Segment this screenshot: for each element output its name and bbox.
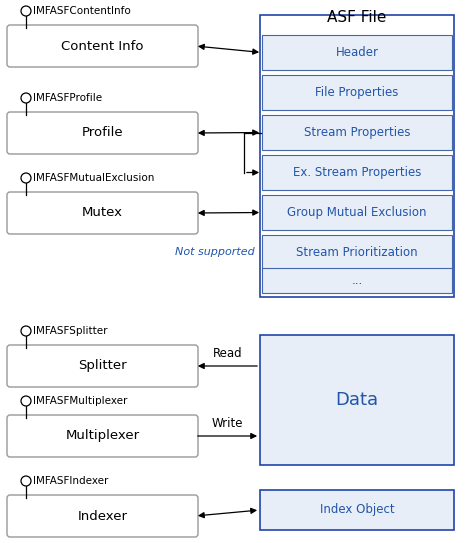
- Text: Data: Data: [335, 391, 379, 409]
- Text: IMFASFMultiplexer: IMFASFMultiplexer: [33, 396, 127, 406]
- Circle shape: [21, 93, 31, 103]
- FancyBboxPatch shape: [7, 112, 198, 154]
- FancyBboxPatch shape: [262, 235, 452, 270]
- Text: ...: ...: [352, 274, 363, 287]
- Text: File Properties: File Properties: [315, 86, 399, 99]
- Text: Splitter: Splitter: [78, 359, 127, 372]
- FancyBboxPatch shape: [7, 345, 198, 387]
- FancyBboxPatch shape: [262, 115, 452, 150]
- Text: IMFASFProfile: IMFASFProfile: [33, 93, 102, 103]
- Text: Multiplexer: Multiplexer: [66, 430, 140, 443]
- Text: Stream Properties: Stream Properties: [304, 126, 410, 139]
- Text: Stream Prioritization: Stream Prioritization: [296, 246, 418, 259]
- Text: IMFASFSplitter: IMFASFSplitter: [33, 326, 107, 336]
- FancyBboxPatch shape: [7, 495, 198, 537]
- Text: IMFASFMutualExclusion: IMFASFMutualExclusion: [33, 173, 154, 183]
- Text: Indexer: Indexer: [78, 509, 127, 522]
- FancyBboxPatch shape: [7, 415, 198, 457]
- FancyBboxPatch shape: [262, 75, 452, 110]
- FancyBboxPatch shape: [262, 35, 452, 70]
- Text: Content Info: Content Info: [61, 40, 144, 53]
- Text: Mutex: Mutex: [82, 206, 123, 219]
- FancyBboxPatch shape: [7, 25, 198, 67]
- FancyBboxPatch shape: [260, 335, 454, 465]
- Text: Ex. Stream Properties: Ex. Stream Properties: [293, 166, 421, 179]
- FancyBboxPatch shape: [7, 192, 198, 234]
- FancyBboxPatch shape: [262, 268, 452, 293]
- Text: IMFASFIndexer: IMFASFIndexer: [33, 476, 108, 486]
- Text: Profile: Profile: [82, 127, 123, 140]
- Text: ASF File: ASF File: [327, 10, 387, 25]
- Text: Write: Write: [212, 417, 243, 430]
- Circle shape: [21, 173, 31, 183]
- Text: Read: Read: [213, 347, 242, 360]
- Circle shape: [21, 476, 31, 486]
- Text: Index Object: Index Object: [319, 503, 394, 516]
- Circle shape: [21, 396, 31, 406]
- FancyBboxPatch shape: [262, 195, 452, 230]
- Circle shape: [21, 326, 31, 336]
- Text: IMFASFContentInfo: IMFASFContentInfo: [33, 6, 131, 16]
- Circle shape: [21, 6, 31, 16]
- FancyBboxPatch shape: [262, 155, 452, 190]
- Text: Group Mutual Exclusion: Group Mutual Exclusion: [287, 206, 427, 219]
- Text: Not supported: Not supported: [175, 247, 255, 257]
- FancyBboxPatch shape: [260, 490, 454, 530]
- Text: Header: Header: [336, 46, 379, 59]
